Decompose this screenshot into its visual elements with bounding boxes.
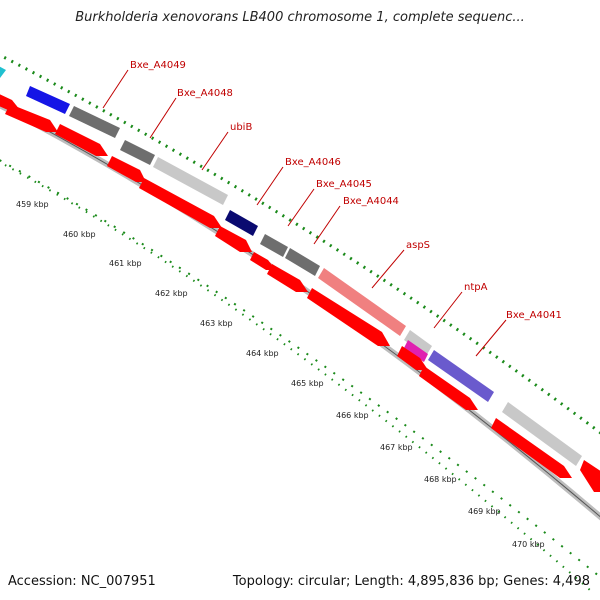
gene-label: Bxe_A4049 [130, 60, 186, 71]
cds-arrow-6 [215, 226, 252, 252]
cds-arrow-9 [307, 288, 390, 346]
cds-arrow-7 [250, 252, 276, 270]
kbp-label: 463 kbp [200, 319, 233, 328]
kbp-label: 464 kbp [246, 349, 279, 358]
feature-cyan [0, 66, 6, 78]
kbp-labels: 459 kbp 460 kbp 461 kbp 462 kbp 463 kbp … [16, 200, 545, 549]
feature-blue [26, 86, 70, 114]
feature-gray-4 [285, 248, 320, 276]
cds-arrow-12 [491, 418, 572, 478]
cds-arrow-11 [419, 366, 478, 410]
gene-label: Bxe_A4041 [506, 310, 562, 321]
feature-magenta [404, 340, 428, 362]
kbp-label: 466 kbp [336, 411, 369, 420]
kbp-label: 459 kbp [16, 200, 49, 209]
kbp-label: 465 kbp [291, 379, 324, 388]
feature-navy [225, 210, 258, 236]
feature-gray-2 [120, 140, 155, 165]
gene-label: ntpA [464, 282, 488, 293]
gene-label: Bxe_A4046 [285, 157, 341, 168]
cds-track [0, 94, 600, 492]
feature-lightgray-3 [502, 402, 582, 466]
cds-arrow-10 [397, 346, 428, 370]
feature-gray-1 [69, 106, 120, 138]
gene-label: Bxe_A4048 [177, 88, 233, 99]
kbp-label: 461 kbp [109, 259, 142, 268]
feature-gray-3 [260, 234, 288, 257]
feature-slateblue [428, 350, 494, 402]
map-title: Burkholderia xenovorans LB400 chromosome… [75, 10, 525, 25]
feature-salmon [318, 268, 406, 336]
gene-label: ubiB [230, 122, 252, 133]
cds-arrow-3 [55, 124, 108, 156]
kbp-label: 468 kbp [424, 475, 457, 484]
cds-arrow-13 [580, 460, 600, 492]
cds-arrow-8 [267, 264, 308, 292]
feature-lightgray-2 [404, 330, 432, 356]
cds-arrow-5 [139, 178, 222, 228]
topology-summary: Topology: circular; Length: 4,895,836 bp… [232, 574, 590, 589]
kbp-label: 469 kbp [468, 507, 501, 516]
cds-arrow-4 [107, 156, 146, 182]
kbp-label: 460 kbp [63, 230, 96, 239]
gene-label: aspS [406, 240, 430, 251]
kbp-label: 467 kbp [380, 443, 413, 452]
inner-tick-row-1 [0, 159, 600, 579]
gene-labels: Bxe_A4049 Bxe_A4048 ubiB Bxe_A4046 Bxe_A… [130, 60, 562, 321]
top-feature-track [0, 66, 600, 486]
kbp-label: 470 kbp [512, 540, 545, 549]
outer-tick-row [0, 53, 600, 435]
feature-lightgray-1 [153, 157, 228, 205]
kbp-tick-row [4, 164, 591, 591]
label-leaders [102, 69, 507, 357]
gene-label: Bxe_A4045 [316, 179, 372, 190]
cds-arrow-2 [5, 104, 58, 132]
gene-label: Bxe_A4044 [343, 196, 399, 207]
kbp-label: 462 kbp [155, 289, 188, 298]
accession-text: Accession: NC_007951 [8, 574, 156, 589]
